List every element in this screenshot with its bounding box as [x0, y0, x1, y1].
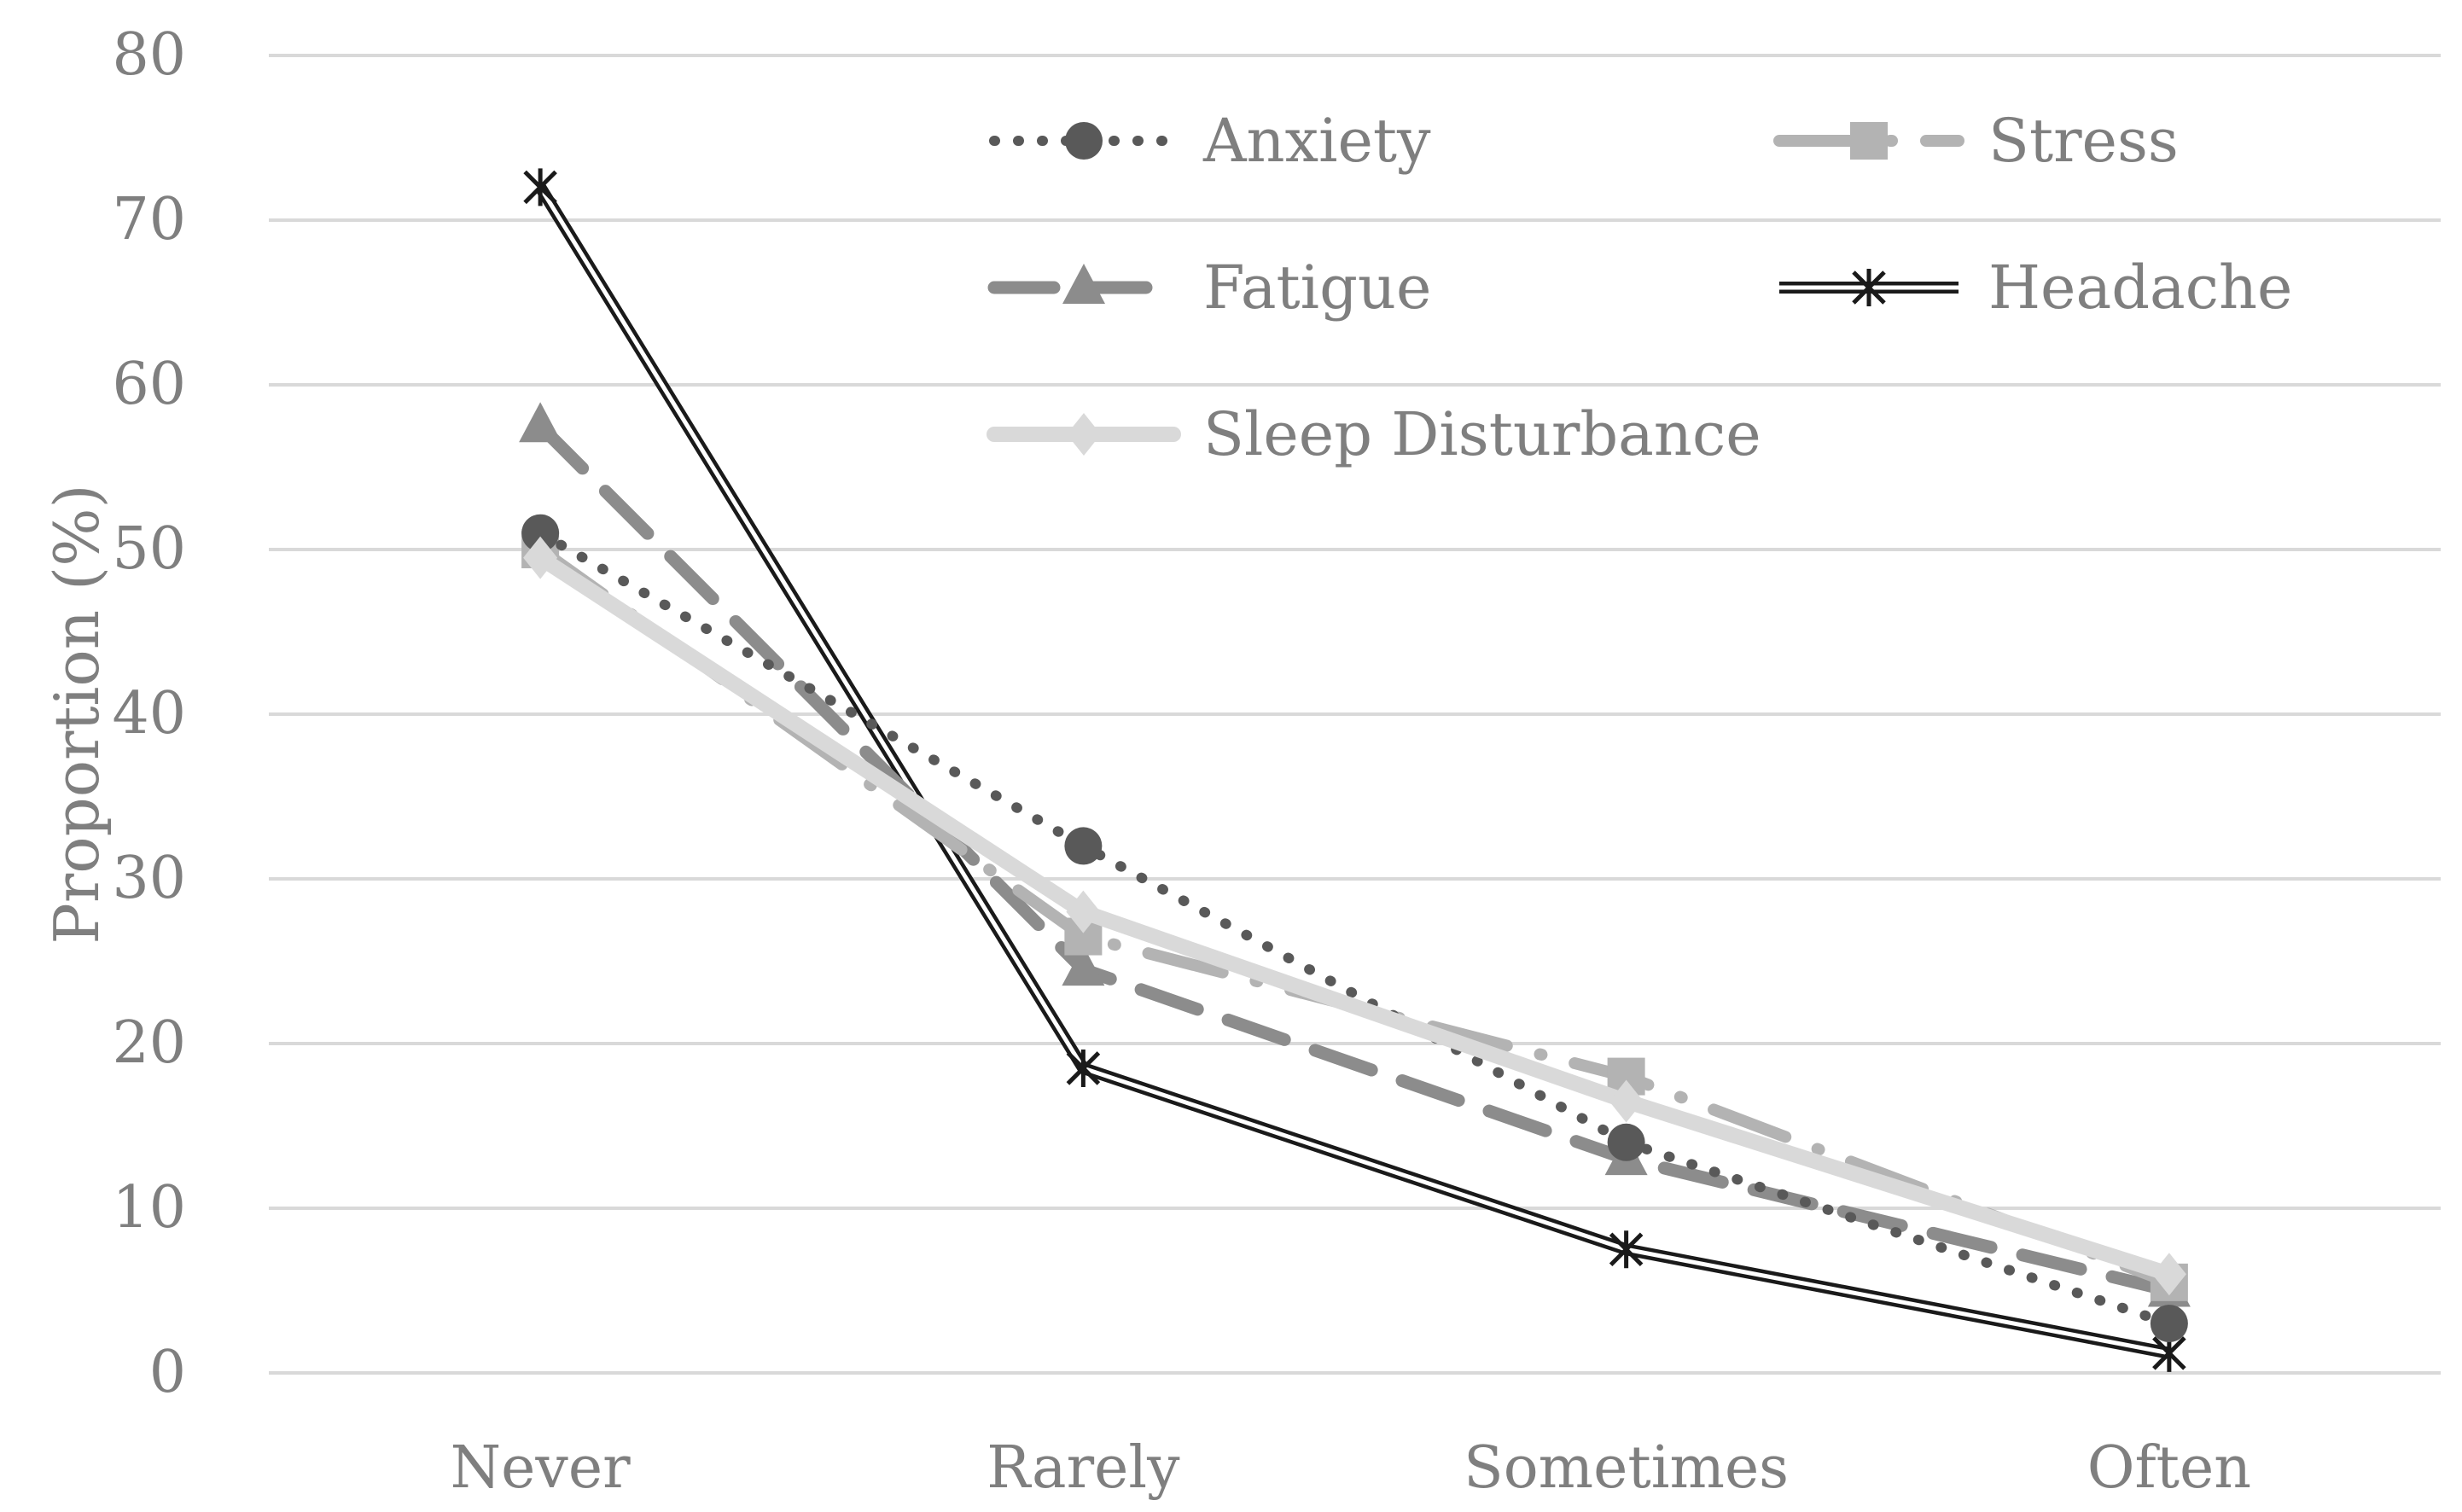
data-point-headache: [1066, 1049, 1101, 1087]
marker-shape: [2150, 1305, 2188, 1343]
series-layer: [519, 168, 2191, 1372]
x-tick-label: Often: [2087, 1434, 2251, 1502]
y-tick-label: 20: [112, 1009, 186, 1077]
legend-item-fatigue: Fatigue: [987, 253, 1431, 323]
legend-marker-anxiety: [1065, 122, 1103, 160]
series-line-headache: [535, 183, 2171, 1359]
marker-shape: [2151, 1253, 2186, 1296]
data-point-fatigue: [519, 402, 562, 443]
series-line-anxiety: [535, 527, 2174, 1329]
data-point-headache: [523, 168, 557, 206]
legend: Anxiety Stress Fatigue Headache Sleep Distur…: [987, 106, 2292, 469]
marker-shape: [1065, 122, 1103, 160]
marker-shape: [1066, 890, 1101, 933]
y-tick-label: 60: [112, 351, 186, 418]
series-stress: [521, 531, 2188, 1301]
data-point-sleep-disturbance: [1609, 1079, 1644, 1123]
marker-shape: [1064, 827, 1103, 865]
data-point-fatigue: [1062, 945, 1105, 986]
data-point-sleep-disturbance: [523, 536, 558, 579]
legend-marker-sleep-disturbance: [1067, 413, 1101, 456]
x-tick-label: Rarely: [987, 1434, 1180, 1502]
legend-item-stress: Stress: [1773, 106, 2179, 176]
series-line-headache-inner: [538, 186, 2170, 1356]
marker-shape: [519, 402, 562, 443]
series-line-stress: [534, 544, 2175, 1288]
data-point-headache: [1609, 1230, 1644, 1269]
y-tick-label: 40: [112, 680, 186, 747]
series-line-sleep-disturbance: [533, 550, 2177, 1282]
legend-marker-headache: [1852, 269, 1886, 306]
legend-item-sleep-disturbance: Sleep Disturbance: [987, 399, 1761, 469]
gridlines: [269, 54, 2441, 1375]
marker-shape: [1607, 1123, 1645, 1161]
series-fatigue: [519, 402, 2191, 1307]
data-point-sleep-disturbance: [2151, 1253, 2186, 1296]
marker-shape: [1062, 945, 1105, 986]
data-point-sleep-disturbance: [1066, 890, 1101, 933]
x-axis-ticks: Never Rarely Sometimes Often: [451, 1434, 2251, 1502]
y-tick-label: 10: [112, 1174, 186, 1242]
legend-marker-fatigue: [1062, 264, 1105, 304]
data-point-anxiety: [2150, 1305, 2188, 1343]
y-tick-label: 50: [112, 515, 186, 583]
series-sleep-disturbance: [523, 536, 2186, 1296]
series-headache: [523, 168, 2186, 1372]
legend-label-stress: Stress: [1988, 106, 2179, 176]
marker-shape: [1850, 122, 1888, 160]
x-tick-label: Never: [451, 1434, 631, 1502]
y-axis-title: Proportion (%): [41, 484, 113, 944]
series-anxiety: [521, 514, 2188, 1343]
marker-shape: [1062, 264, 1105, 304]
legend-label-fatigue: Fatigue: [1203, 253, 1431, 323]
legend-item-anxiety: Anxiety: [989, 106, 1431, 176]
series-line-fatigue: [533, 419, 2176, 1297]
legend-item-headache: Headache: [1779, 253, 2292, 323]
data-point-anxiety: [1064, 827, 1103, 865]
marker-shape: [1609, 1079, 1644, 1123]
marker-shape: [523, 536, 558, 579]
legend-label-sleep-disturbance: Sleep Disturbance: [1203, 399, 1761, 469]
legend-marker-stress: [1850, 122, 1888, 160]
y-tick-label: 30: [112, 845, 186, 912]
y-tick-label: 0: [149, 1339, 186, 1406]
y-tick-label: 70: [112, 186, 186, 253]
data-point-anxiety: [1607, 1123, 1645, 1161]
x-tick-label: Sometimes: [1464, 1434, 1789, 1502]
y-tick-label: 80: [112, 21, 186, 89]
data-point-anxiety: [521, 514, 560, 552]
legend-label-headache: Headache: [1988, 253, 2292, 323]
legend-label-anxiety: Anxiety: [1202, 106, 1431, 176]
marker-shape: [521, 514, 560, 552]
marker-shape: [1067, 413, 1101, 456]
y-axis-ticks: 0 10 20 30 40 50 60 70 80: [112, 21, 186, 1406]
